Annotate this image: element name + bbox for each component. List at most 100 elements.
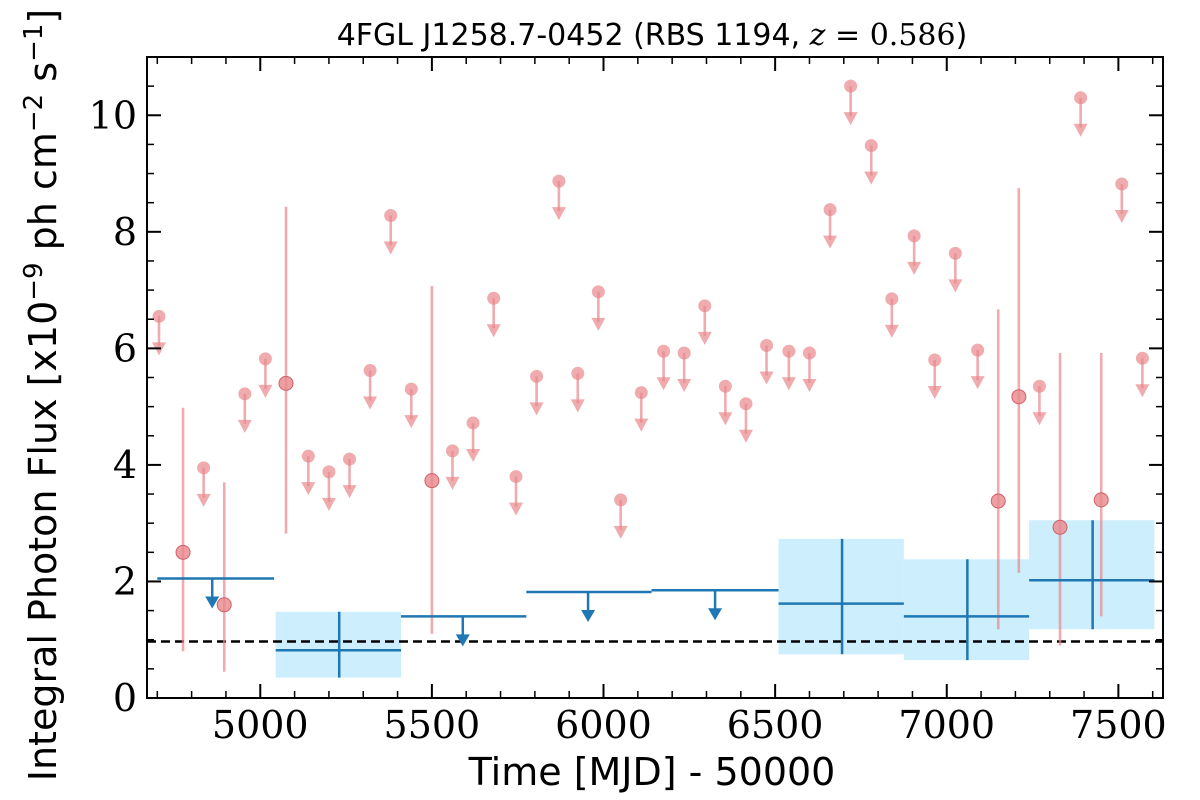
upper-limit-arrow [1032, 412, 1047, 426]
chart-title: 4FGL J1258.7-0452 (RBS 1194, z = 0.586) [337, 18, 968, 53]
detection-marker [1093, 492, 1109, 508]
upper-limit-arrow [301, 482, 316, 496]
upper-limit-marker [823, 203, 837, 217]
upper-limit-arrow [697, 331, 712, 345]
short-bin-upper-limit-20 [656, 344, 671, 391]
long-bin-detection-3 [1029, 520, 1155, 630]
upper-limit-arrow [404, 415, 419, 429]
upper-limit-marker [258, 352, 272, 366]
long-bin-arrow [581, 609, 596, 622]
short-bin-detection-7 [1093, 353, 1109, 617]
long-bin-detection-0 [275, 611, 401, 678]
upper-limit-arrow [781, 377, 796, 391]
upper-limit-marker [657, 344, 671, 358]
x-tick-label-6500: 6500 [727, 703, 824, 747]
x-tick-label-7500: 7500 [1070, 703, 1167, 747]
long-bin-upper-limit-0 [157, 577, 274, 609]
short-bin-upper-limit-25 [759, 338, 774, 385]
upper-limit-arrow [383, 241, 398, 255]
short-bin-upper-limit-34 [948, 246, 963, 293]
short-bin-upper-limit-3 [258, 352, 273, 398]
short-bin-upper-limit-33 [927, 353, 942, 400]
upper-limit-marker [760, 338, 774, 352]
upper-limit-marker [343, 452, 357, 466]
upper-limit-arrow [342, 485, 357, 499]
upper-limit-arrow [486, 324, 501, 338]
upper-limit-marker [864, 139, 878, 153]
y-tick-label-10: 10 [89, 93, 137, 137]
short-bin-upper-limit-15 [551, 174, 566, 221]
detection-marker [216, 597, 232, 613]
short-bin-upper-limit-38 [1114, 177, 1129, 224]
long-bin-detection-1 [778, 538, 904, 655]
upper-limit-marker [802, 346, 816, 360]
short-bin-upper-limit-27 [802, 346, 817, 393]
upper-limit-arrow [1135, 384, 1150, 398]
short-bin-upper-limit-31 [884, 292, 899, 338]
upper-limit-marker [1115, 177, 1129, 191]
short-bin-upper-limit-16 [570, 366, 585, 413]
short-bin-upper-limit-22 [697, 299, 712, 345]
upper-limit-marker [1032, 379, 1046, 393]
upper-limit-arrow [759, 371, 774, 385]
short-bin-upper-limit-17 [591, 285, 606, 331]
upper-limit-marker [718, 379, 732, 393]
upper-limit-marker [885, 292, 899, 306]
upper-limit-marker [152, 309, 166, 323]
upper-limit-arrow [321, 497, 336, 511]
short-bin-upper-limit-12 [486, 291, 501, 338]
upper-limit-arrow [656, 377, 671, 391]
upper-limit-marker [782, 344, 796, 358]
upper-limit-arrow [466, 448, 481, 462]
upper-limit-marker [238, 387, 252, 401]
upper-limit-arrow [196, 493, 211, 507]
upper-limit-arrow [363, 396, 378, 410]
upper-limit-arrow [237, 419, 252, 433]
upper-limit-arrow [864, 171, 879, 185]
upper-limit-marker [509, 470, 523, 484]
x-tick-label-5000: 5000 [212, 703, 309, 747]
upper-limit-marker [1135, 351, 1149, 365]
short-bin-detection-2 [278, 206, 294, 534]
upper-limit-marker [301, 449, 315, 463]
y-tick-label-2: 2 [113, 559, 137, 603]
long-bin-arrow [708, 608, 723, 621]
upper-limit-marker [928, 353, 942, 367]
short-bin-upper-limit-9 [404, 382, 419, 429]
upper-limit-arrow [907, 261, 922, 275]
upper-limit-arrow [258, 384, 273, 398]
short-bin-upper-limit-7 [363, 364, 378, 410]
long-bin-upper-limit-3 [651, 588, 779, 621]
short-bin-upper-limit-39 [1135, 351, 1150, 398]
upper-limit-marker [384, 209, 398, 223]
upper-limit-marker [907, 229, 921, 243]
upper-limit-marker [1074, 91, 1088, 105]
detection-marker [424, 473, 440, 489]
upper-limit-arrow [802, 379, 817, 393]
upper-limit-marker [197, 461, 211, 475]
short-bin-upper-limit-10 [445, 444, 460, 490]
upper-limit-marker [677, 346, 691, 360]
short-bin-upper-limit-13 [508, 470, 523, 516]
short-bin-detection-0 [175, 407, 191, 652]
upper-limit-arrow [823, 235, 838, 249]
upper-limit-marker [552, 174, 566, 188]
upper-limit-arrow [970, 376, 985, 390]
short-bin-upper-limit-4 [301, 449, 316, 496]
upper-limit-marker [844, 79, 858, 93]
short-bin-upper-limit-6 [342, 452, 357, 499]
short-bin-upper-limit-23 [718, 379, 733, 426]
short-bin-upper-limit-32 [907, 229, 922, 275]
upper-limit-marker [322, 465, 336, 479]
x-tick-label-6000: 6000 [555, 703, 652, 747]
short-bin-upper-limit-29 [843, 79, 858, 126]
upper-limit-arrow [718, 412, 733, 426]
upper-limit-marker [739, 397, 753, 411]
short-bin-upper-limit-37 [1073, 91, 1088, 137]
short-bin-upper-limit-21 [677, 346, 692, 393]
detection-marker [1011, 389, 1027, 405]
short-bin-upper-limit-8 [383, 209, 398, 255]
upper-limit-marker [571, 366, 585, 380]
upper-limit-arrow [508, 502, 523, 516]
